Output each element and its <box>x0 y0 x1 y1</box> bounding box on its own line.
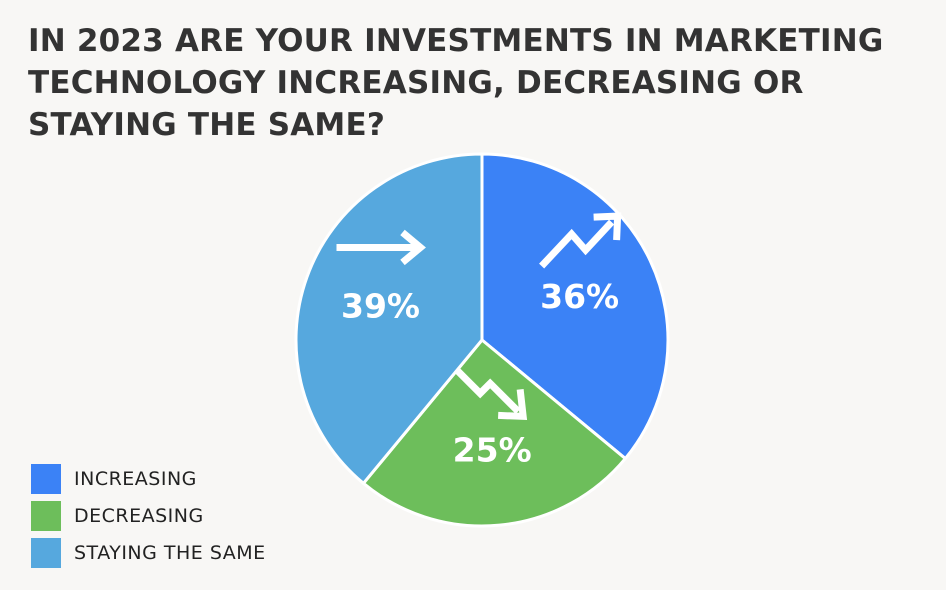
chart-title: IN 2023 ARE YOUR INVESTMENTS IN MARKETIN… <box>28 23 884 143</box>
legend-label: INCREASING <box>74 468 197 490</box>
legend-label: STAYING THE SAME <box>74 542 266 564</box>
trend-up-arrow-icon <box>539 212 622 269</box>
slice-value-label-decreasing: 25% <box>453 430 532 469</box>
legend-swatch <box>31 538 61 568</box>
legend-item-decreasing: DECREASING <box>31 501 266 531</box>
legend: INCREASING DECREASING STAYING THE SAME <box>31 464 266 575</box>
slice-value-label-increasing: 36% <box>540 277 619 316</box>
legend-label: DECREASING <box>74 505 204 527</box>
pie-slice-staying-the-same <box>294 152 484 485</box>
legend-item-staying-the-same: STAYING THE SAME <box>31 538 266 568</box>
right-arrow-icon <box>336 229 426 266</box>
pie-slice-increasing <box>480 152 670 461</box>
legend-swatch <box>31 464 61 494</box>
pie-slice-decreasing <box>361 338 627 528</box>
trend-down-arrow-icon <box>453 366 528 421</box>
legend-swatch <box>31 501 61 531</box>
slice-value-label-staying-the-same: 39% <box>341 286 420 325</box>
legend-item-increasing: INCREASING <box>31 464 266 494</box>
